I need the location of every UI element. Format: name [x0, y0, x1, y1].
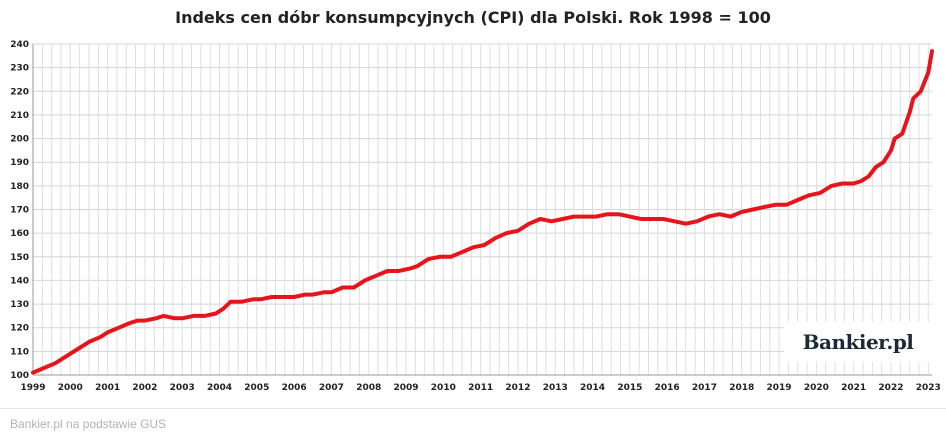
x-tick-label: 2006 [282, 383, 307, 393]
y-tick-label: 180 [10, 182, 29, 192]
y-tick-label: 110 [10, 347, 29, 357]
y-tick-label: 220 [10, 87, 29, 97]
x-tick-label: 2023 [916, 383, 941, 393]
logo-text: Bankier.pl [802, 330, 914, 354]
cpi-line-chart: 100 110 120 130 140 150 160 170 180 190 200 210 220 2… [10, 40, 941, 393]
y-tick-label: 120 [10, 324, 29, 334]
footer: Bankier.pl na podstawie GUS [0, 408, 946, 448]
x-tick-label: 2014 [580, 383, 605, 393]
x-tick-label: 2016 [655, 383, 680, 393]
x-tick-label: 2009 [393, 383, 418, 393]
y-tick-label: 240 [10, 40, 29, 50]
x-tick-label: 2007 [319, 383, 344, 393]
bankier-logo: Bankier.pl [784, 322, 932, 362]
x-tick-label: 2004 [207, 383, 232, 393]
y-tick-label: 190 [10, 158, 29, 168]
x-tick-label: 1999 [20, 383, 45, 393]
x-tick-label: 2017 [692, 383, 717, 393]
chart-area: Indeks cen dóbr konsumpcyjnych (CPI) dla… [10, 8, 941, 393]
y-tick-label: 200 [10, 135, 29, 145]
x-tick-label: 2001 [95, 383, 120, 393]
x-tick-label: 2011 [468, 383, 493, 393]
x-tick-label: 2018 [729, 383, 754, 393]
source-note: Bankier.pl na podstawie GUS [10, 417, 167, 431]
x-tick-label: 2010 [431, 383, 456, 393]
x-tick-label: 2002 [132, 383, 157, 393]
y-tick-label: 230 [10, 64, 29, 74]
x-tick-label: 2000 [58, 383, 83, 393]
y-tick-label: 160 [10, 229, 29, 239]
x-tick-label: 2005 [244, 383, 269, 393]
x-tick-label: 2015 [617, 383, 642, 393]
y-tick-label: 140 [10, 276, 29, 286]
y-tick-label: 170 [10, 206, 29, 216]
y-tick-label: 100 [10, 371, 29, 381]
x-tick-label: 2019 [767, 383, 792, 393]
x-tick-label: 2021 [841, 383, 866, 393]
x-tick-label: 2013 [543, 383, 568, 393]
y-tick-label: 150 [10, 253, 29, 263]
x-tick-label: 2022 [878, 383, 903, 393]
chart-title: Indeks cen dóbr konsumpcyjnych (CPI) dla… [175, 8, 771, 27]
x-tick-label: 2003 [170, 383, 195, 393]
y-tick-label: 210 [10, 111, 29, 121]
y-tick-label: 130 [10, 300, 29, 310]
x-tick-label: 2008 [356, 383, 381, 393]
x-tick-label: 2012 [505, 383, 530, 393]
cpi-series-line [31, 49, 934, 375]
x-tick-label: 2020 [804, 383, 829, 393]
